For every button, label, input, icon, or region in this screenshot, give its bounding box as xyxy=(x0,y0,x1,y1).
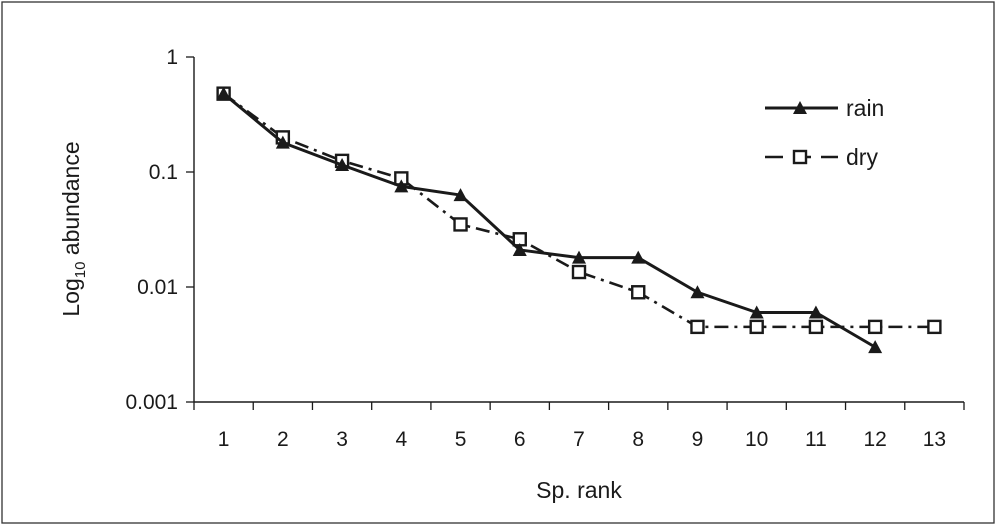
legend: rain dry xyxy=(765,95,884,170)
series-line-rain xyxy=(222,92,876,349)
point-rain xyxy=(690,285,705,299)
point-rain xyxy=(868,340,883,354)
x-tick-label: 4 xyxy=(395,428,407,451)
point-rain xyxy=(631,250,646,264)
x-tick-label: 13 xyxy=(923,428,946,451)
point-rain xyxy=(808,305,823,319)
x-tick-label: 6 xyxy=(514,428,526,451)
point-rain xyxy=(749,305,764,319)
legend-marker-rain xyxy=(793,101,807,114)
x-tick-label: 5 xyxy=(455,428,467,451)
point-dry xyxy=(453,217,468,232)
legend-label-rain: rain xyxy=(846,95,884,121)
x-tick-label: 2 xyxy=(277,428,289,451)
x-tick-label: 11 xyxy=(805,428,827,451)
point-rain xyxy=(335,158,350,172)
x-axis-title: Sp. rank xyxy=(536,477,622,503)
y-axis-ticks: 0.001 0.01 0.1 1 xyxy=(125,46,194,414)
x-tick-label: 1 xyxy=(218,428,230,451)
point-dry xyxy=(927,319,942,335)
series-rain xyxy=(216,86,883,354)
point-rain xyxy=(275,135,290,149)
point-rain xyxy=(216,86,231,100)
x-tick-label: 10 xyxy=(745,428,768,451)
legend-marker-dry xyxy=(792,149,808,165)
point-dry xyxy=(867,319,883,335)
point-dry xyxy=(571,264,587,280)
point-dry xyxy=(749,319,764,335)
point-rain xyxy=(512,242,527,256)
y-axis-title-subscript: 10 xyxy=(72,262,89,279)
point-rain xyxy=(394,179,409,193)
y-tick-label: 0.01 xyxy=(137,276,178,299)
point-rain xyxy=(453,188,468,202)
y-axis-title-suffix: abundance xyxy=(58,141,84,261)
x-tick-label: 12 xyxy=(863,428,886,451)
x-tick-label: 8 xyxy=(632,428,644,451)
y-tick-label: 1 xyxy=(166,46,178,69)
point-dry xyxy=(631,285,646,300)
series-layer xyxy=(216,86,942,354)
x-axis-ticks: 1 2 3 4 5 6 7 8 9 10 11 12 13 xyxy=(193,402,965,451)
point-dry xyxy=(690,319,705,335)
point-dry xyxy=(808,319,824,335)
y-tick-label: 0.001 xyxy=(125,391,178,414)
legend-label-dry: dry xyxy=(846,144,878,170)
x-tick-label: 9 xyxy=(692,428,704,451)
y-axis-title: Log10 abundance xyxy=(58,141,89,316)
y-axis-title-prefix: Log xyxy=(58,278,84,316)
point-rain xyxy=(572,250,586,264)
x-tick-label: 7 xyxy=(573,428,585,451)
y-tick-label: 0.1 xyxy=(149,161,178,184)
x-tick-label: 3 xyxy=(336,428,348,451)
